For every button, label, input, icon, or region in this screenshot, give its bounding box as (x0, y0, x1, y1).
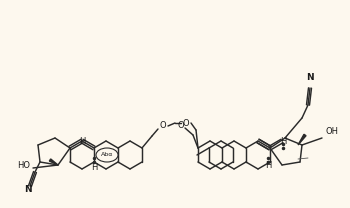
Polygon shape (49, 159, 58, 165)
Text: O: O (178, 120, 184, 130)
Text: H: H (91, 163, 97, 172)
Text: HO: HO (17, 161, 30, 170)
Text: N: N (24, 186, 32, 194)
Text: O: O (160, 121, 166, 130)
Text: O: O (183, 119, 189, 128)
Text: OH: OH (326, 128, 339, 136)
Polygon shape (298, 134, 306, 145)
Ellipse shape (96, 148, 118, 162)
Text: H: H (280, 137, 286, 146)
Text: H: H (79, 137, 85, 146)
Text: Abα: Abα (101, 152, 113, 157)
Text: H: H (265, 161, 271, 170)
Text: N: N (306, 73, 314, 83)
